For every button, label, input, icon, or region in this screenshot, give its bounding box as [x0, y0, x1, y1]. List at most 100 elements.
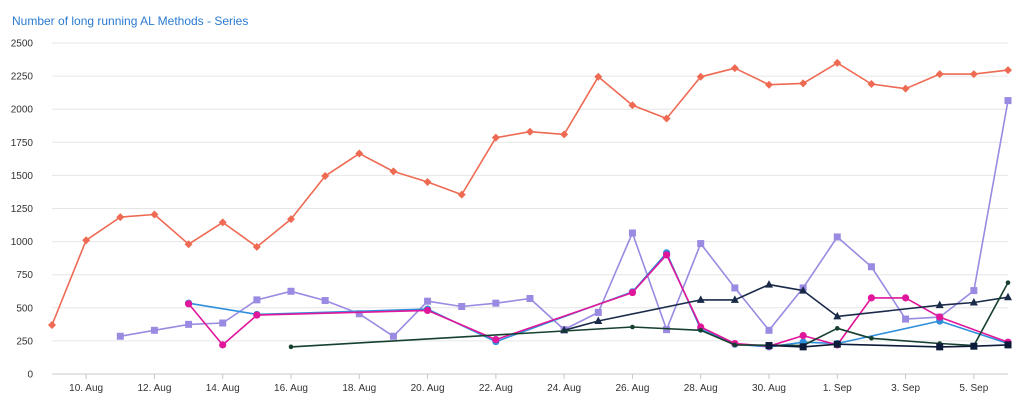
data-point	[219, 341, 227, 349]
data-point	[663, 326, 671, 334]
data-point	[732, 342, 738, 348]
data-point	[389, 167, 398, 176]
data-point	[697, 240, 705, 248]
data-point	[253, 311, 261, 319]
x-tick-label: 3. Sep	[891, 383, 920, 394]
x-tick: 20. Aug	[411, 383, 445, 394]
data-point	[355, 149, 364, 158]
data-point	[458, 302, 466, 310]
x-tick: 22. Aug	[479, 383, 513, 394]
series-7	[765, 340, 1012, 351]
data-point	[526, 295, 534, 303]
x-tick: 10. Aug	[69, 383, 103, 394]
data-point	[628, 229, 636, 237]
series-3	[184, 249, 1012, 351]
y-tick: 2000	[11, 105, 34, 116]
data-point	[765, 326, 773, 334]
series-1	[48, 58, 1012, 330]
data-point	[833, 340, 841, 348]
series-line	[563, 283, 1009, 332]
x-tick: 30. Aug	[752, 383, 786, 394]
data-point	[765, 80, 773, 89]
data-point	[867, 263, 875, 271]
data-point	[1005, 280, 1011, 285]
data-point	[594, 72, 603, 81]
data-point	[492, 335, 500, 344]
data-point	[526, 127, 534, 136]
x-tick-label: 28. Aug	[684, 383, 718, 394]
y-tick-label: 1750	[11, 138, 34, 149]
data-point	[969, 70, 978, 79]
data-point	[630, 324, 635, 330]
x-tick: 3. Sep	[891, 383, 920, 394]
chart-title: Number of long running AL Methods - Seri…	[12, 14, 249, 28]
data-point	[833, 311, 842, 320]
y-tick-label: 1500	[11, 171, 34, 182]
data-point	[252, 242, 261, 251]
y-axis: 0 250 500 750 1000 1250 1500 1750 2000 2250 2500	[11, 39, 34, 381]
data-point	[287, 287, 295, 295]
y-tick-label: 750	[16, 270, 33, 281]
y-tick-label: 2000	[11, 105, 34, 116]
data-point	[424, 297, 432, 305]
y-tick: 1000	[11, 237, 34, 248]
series-line	[768, 343, 1009, 348]
y-tick-label: 1250	[11, 204, 34, 215]
x-tick-label: 1. Sep	[823, 383, 852, 394]
y-tick-label: 0	[27, 370, 33, 381]
series-group	[48, 58, 1012, 351]
data-point	[628, 101, 637, 110]
series-line	[188, 252, 1009, 348]
series-5	[560, 280, 1012, 334]
x-tick-label: 20. Aug	[411, 383, 445, 394]
data-point	[321, 297, 329, 305]
data-point	[662, 114, 671, 123]
data-point	[869, 335, 874, 341]
data-point	[799, 286, 808, 294]
data-point	[389, 332, 397, 340]
data-point	[1004, 66, 1012, 75]
y-tick-label: 2250	[11, 72, 34, 83]
data-point	[457, 190, 466, 199]
data-point	[765, 342, 773, 350]
x-tick-label: 30. Aug	[752, 383, 786, 394]
y-tick: 1750	[11, 138, 34, 149]
data-point	[935, 70, 944, 79]
y-tick-label: 500	[16, 303, 33, 314]
x-tick-label: 14. Aug	[206, 383, 240, 394]
data-point	[935, 300, 944, 309]
x-tick-label: 24. Aug	[547, 383, 581, 394]
data-point	[560, 130, 569, 139]
y-tick: 2250	[11, 72, 34, 83]
data-point	[355, 310, 363, 318]
x-tick: 24. Aug	[547, 383, 581, 394]
data-point	[150, 210, 159, 219]
y-tick: 1500	[11, 171, 34, 182]
data-point	[253, 296, 261, 304]
data-point	[834, 326, 840, 331]
y-tick: 750	[16, 270, 33, 281]
data-point	[902, 315, 910, 323]
data-point	[698, 328, 704, 333]
x-tick-label: 5. Sep	[959, 383, 988, 394]
data-point	[833, 233, 841, 241]
x-tick-label: 18. Aug	[342, 383, 376, 394]
data-point	[697, 323, 705, 331]
series-line	[187, 254, 1009, 348]
data-point	[628, 288, 637, 297]
data-point	[1004, 292, 1012, 301]
data-point	[423, 306, 432, 315]
x-tick: 1. Sep	[823, 383, 852, 394]
data-point	[218, 218, 227, 227]
data-point	[799, 79, 808, 88]
x-tick: 16. Aug	[274, 383, 308, 394]
data-point	[936, 313, 944, 321]
x-axis: 10. Aug 12. Aug 14. Aug 16. Aug 18. Aug 20. A…	[69, 374, 989, 394]
data-point	[901, 84, 910, 93]
y-tick-label: 250	[16, 336, 33, 347]
data-point	[730, 64, 739, 73]
data-point	[184, 300, 193, 308]
data-point	[594, 316, 603, 325]
x-tick: 12. Aug	[137, 383, 171, 394]
